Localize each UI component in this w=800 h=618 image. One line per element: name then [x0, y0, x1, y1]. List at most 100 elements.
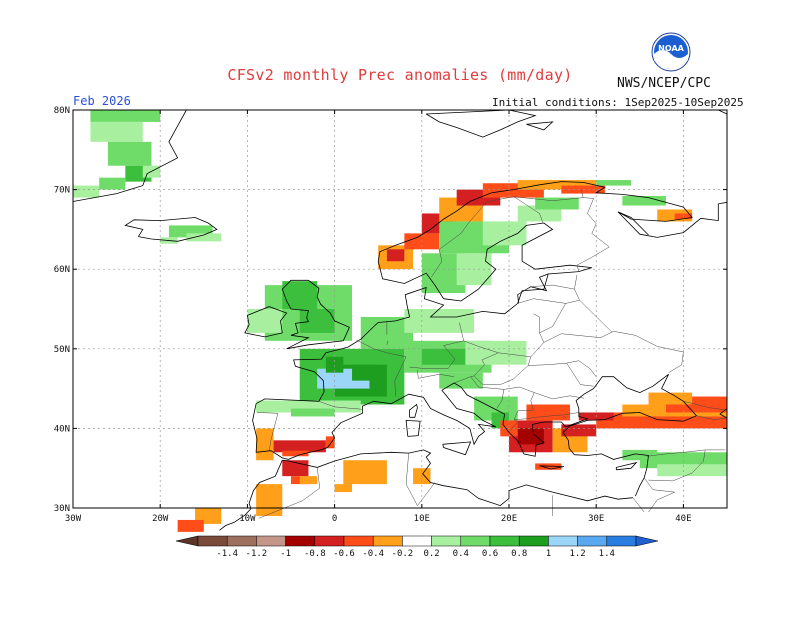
- cyprus-coast: [615, 461, 638, 471]
- corsica-coast: [409, 403, 418, 418]
- anomaly-cell: [482, 221, 527, 246]
- anomaly-cell: [291, 408, 335, 417]
- border-line: [566, 360, 597, 377]
- border-line: [648, 449, 706, 482]
- lat-label: 50N: [54, 345, 70, 355]
- lat-label: 60N: [54, 265, 70, 275]
- svalbard-east: [526, 121, 554, 131]
- anomaly-cell: [299, 476, 318, 485]
- border-line: [683, 401, 728, 411]
- latitude-labels: 80N 70N 60N 50N 40N 30N: [54, 106, 727, 514]
- lon-label: 40E: [675, 514, 691, 524]
- ireland-coast: [244, 306, 288, 338]
- anomaly-cell: [90, 110, 161, 122]
- border-line: [405, 453, 418, 506]
- colorbar-low-arrow: [175, 535, 199, 547]
- britain-coast: [281, 279, 350, 350]
- iceland-coast: [124, 217, 218, 242]
- border-line: [386, 340, 389, 345]
- caspian-coast: [719, 408, 728, 419]
- med-north-coast: [252, 373, 698, 497]
- map-frame: [72, 109, 728, 509]
- africa-atlantic-coast: [219, 460, 283, 531]
- noaa-logo-icon: NOAA: [651, 32, 691, 72]
- colorbar: -1.4 -1.2 -1 -0.8 -0.6 -0.4 -0.2 0.2 0.4 0.6 0.8 1 1…: [175, 535, 659, 559]
- colorbar-swatch: [460, 535, 491, 547]
- colorbar-label: -0.2: [392, 549, 414, 559]
- anomaly-cell: [465, 340, 527, 365]
- border-line: [517, 284, 580, 301]
- anomaly-cell: [596, 180, 632, 186]
- border-line: [481, 352, 499, 361]
- crete-coast: [539, 465, 564, 470]
- colorbar-label: -1: [280, 549, 291, 559]
- colorbar-label: -0.8: [304, 549, 326, 559]
- colorbar-swatch: [577, 535, 608, 547]
- colorbar-label: -0.6: [333, 549, 355, 559]
- africa-coast: [282, 449, 633, 507]
- border-line: [256, 412, 279, 451]
- white-sea: [617, 211, 649, 236]
- anomaly-cell: [256, 428, 274, 461]
- colorbar-label: 1.4: [599, 549, 615, 559]
- lat-label: 80N: [54, 106, 70, 116]
- colorbar-swatch: [226, 535, 257, 547]
- colorbar-swatch: [343, 535, 374, 547]
- border-line: [454, 375, 475, 384]
- lon-label: 20W: [152, 514, 169, 524]
- border-line: [258, 467, 321, 519]
- colorbar-label: -1.4: [216, 549, 238, 559]
- valid-month-label: Feb 2026: [73, 94, 131, 108]
- anomaly-cell: [256, 400, 361, 413]
- greenland-coast: [72, 109, 187, 202]
- colorbar-swatch: [548, 535, 578, 547]
- border-line: [473, 356, 532, 385]
- border-line: [503, 386, 567, 420]
- anomaly-cell: [622, 195, 666, 206]
- svg-text:NOAA: NOAA: [658, 44, 684, 53]
- anomaly-cell: [404, 309, 475, 333]
- colorbar-label: 0.4: [453, 549, 469, 559]
- anomaly-cell: [256, 484, 283, 516]
- border-line: [417, 482, 436, 506]
- anomaly-cell: [386, 249, 405, 262]
- lat-label: 40N: [54, 424, 70, 434]
- border-line: [356, 339, 407, 397]
- anomaly-cell: [186, 233, 222, 242]
- anomaly-cell: [517, 428, 544, 445]
- colorbar-swatch: [606, 535, 637, 547]
- colorbar-swatch: [402, 535, 432, 547]
- colorbar-swatch: [489, 535, 520, 547]
- lon-label: 10E: [414, 514, 430, 524]
- anomaly-cell: [526, 404, 571, 421]
- border-line: [646, 449, 726, 457]
- border-line: [563, 412, 584, 416]
- anomaly-cell: [282, 450, 309, 457]
- agency-label: NWS/NCEP/CPC: [617, 76, 711, 91]
- border-line: [576, 189, 610, 272]
- border-line: [508, 419, 519, 432]
- border-line: [574, 274, 578, 290]
- colorbar-label: -1.2: [246, 549, 268, 559]
- longitude-labels: 30W 20W 10W 0 10E 20E 30E 40E: [65, 110, 692, 524]
- sardinia-coast: [405, 419, 421, 437]
- anomaly-cell: [73, 185, 100, 198]
- colorbar-swatch: [314, 535, 345, 547]
- colorbar-high-arrow: [635, 535, 659, 547]
- anomaly-cell: [299, 309, 335, 333]
- lon-label: 10W: [239, 514, 256, 524]
- colorbar-label: 1: [546, 549, 551, 559]
- anomaly-cell: [648, 392, 693, 405]
- anomaly-cell: [561, 424, 597, 437]
- colorbar-swatch: [518, 535, 549, 547]
- anomaly-cell: [517, 180, 597, 190]
- novaya-coast: [718, 109, 728, 115]
- colorbar-label: 0.8: [511, 549, 527, 559]
- border-line: [534, 392, 585, 400]
- colorbar-label: 1.2: [569, 549, 585, 559]
- colorbar-swatch: [256, 535, 286, 547]
- border-line: [318, 401, 363, 410]
- sicily-coast: [442, 441, 472, 456]
- border-line: [632, 497, 645, 513]
